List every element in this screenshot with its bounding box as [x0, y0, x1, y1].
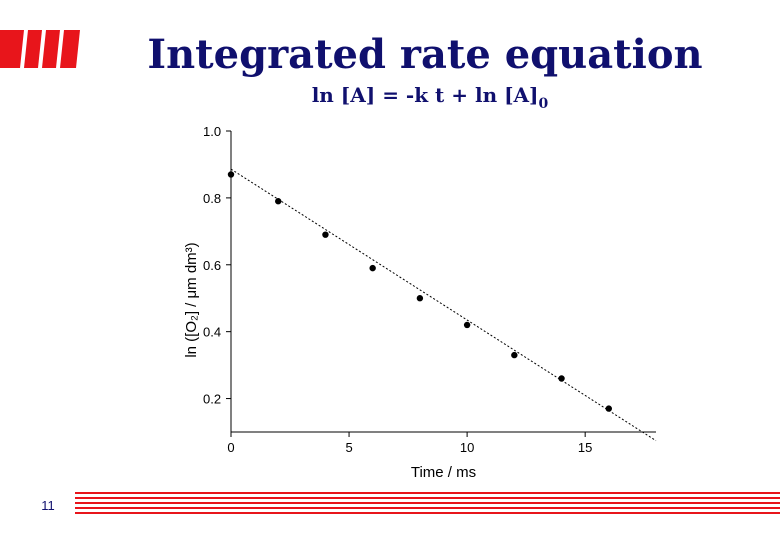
footer-lines [75, 492, 780, 514]
page-number: 11 [41, 498, 55, 513]
slide-title: Integrated rate equation [147, 31, 702, 78]
data-point [416, 295, 424, 302]
x-tick-label: 0 [227, 440, 234, 455]
y-tick-label: 0.2 [203, 392, 221, 407]
fit-line [230, 168, 657, 442]
data-point [275, 198, 282, 205]
data-point [605, 405, 612, 412]
x-tick-label: 10 [460, 440, 474, 455]
data-point [511, 351, 518, 359]
logo-bars [0, 30, 80, 68]
x-axis-label: Time / ms [411, 464, 476, 481]
y-tick-label: 0.8 [203, 191, 221, 206]
equation: ln [A] = -k t + ln [A]0 [312, 83, 549, 112]
data-point [322, 231, 329, 238]
equation-text: ln [A] = -k t + ln [A] [312, 83, 539, 107]
x-tick-label: 15 [578, 440, 592, 455]
y-tick-label: 1.0 [203, 124, 221, 139]
y-axis-label: ln ([O₂] / μm dm³) [183, 242, 200, 357]
data-point [227, 171, 235, 178]
data-point [463, 321, 471, 329]
y-tick-label: 0.6 [203, 258, 221, 273]
x-tick-label: 5 [345, 440, 352, 455]
data-point [369, 264, 376, 272]
y-tick-label: 0.4 [203, 325, 221, 340]
equation-subscript: 0 [539, 96, 549, 112]
data-point [558, 375, 565, 382]
